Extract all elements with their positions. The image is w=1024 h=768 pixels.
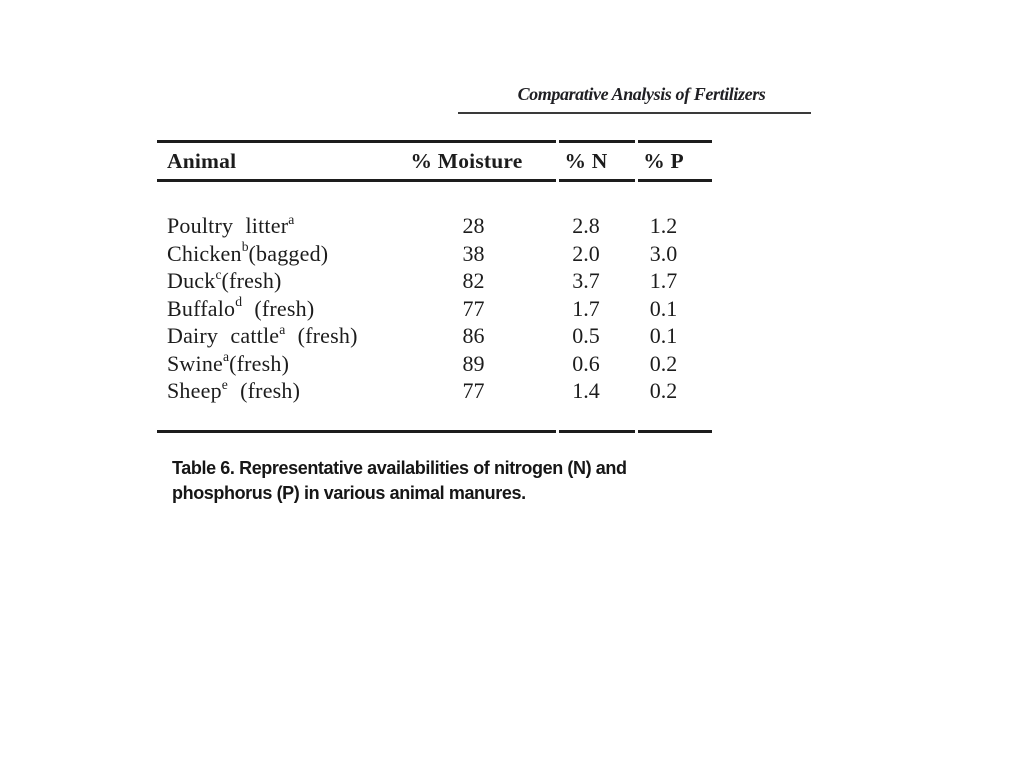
footnote-marker: e: [221, 376, 228, 392]
footnote-marker: d: [235, 294, 243, 310]
animal-name: Buffalo: [167, 295, 236, 321]
table-row: Poultry littera 28 2.8 1.2: [157, 212, 712, 240]
phosphorus-cell: 0.1: [649, 323, 678, 348]
animal-name-suffix: (fresh): [242, 295, 315, 321]
phosphorus-cell: 0.2: [649, 378, 678, 403]
rule-segment: [157, 140, 556, 143]
moisture-cell: 82: [462, 268, 485, 293]
column-header-animal: Animal: [167, 148, 237, 173]
phosphorus-cell: 0.2: [649, 350, 678, 376]
table-row: Sheepe (fresh) 77 1.4 0.2: [157, 377, 712, 405]
nitrogen-cell: 2.8: [572, 213, 600, 238]
column-header-n: % N: [564, 148, 608, 173]
phosphorus-cell: 3.0: [649, 240, 678, 266]
nitrogen-cell: 1.4: [572, 378, 600, 403]
table-row: Duckc(fresh) 82 3.7 1.7: [157, 267, 712, 295]
running-head-rule: [458, 112, 811, 114]
moisture-cell: 38: [462, 240, 485, 266]
phosphorus-cell: 1.7: [649, 268, 678, 293]
footnote-marker: c: [215, 266, 222, 282]
footnote-marker: b: [241, 239, 249, 255]
manure-analysis-table: Animal % Moisture % N % P Poultry litter…: [157, 140, 712, 433]
rule-segment: [157, 179, 556, 182]
nitrogen-cell: 2.0: [572, 240, 600, 266]
table-row: Swinea(fresh) 89 0.6 0.2: [157, 350, 712, 378]
table-caption-line: Table 6. Representative availabilities o…: [172, 458, 627, 478]
running-head: Comparative Analysis of Fertilizers: [517, 84, 766, 104]
table-caption: Table 6. Representative availabilities o…: [172, 456, 732, 506]
table-header-rule: [157, 179, 712, 182]
table-caption-line: phosphorus (P) in various animal manures…: [172, 483, 526, 503]
animal-cell: Swinea(fresh): [157, 350, 400, 378]
column-header-moisture: % Moisture: [410, 148, 523, 173]
animal-cell: Buffalod (fresh): [157, 295, 400, 323]
table-header-row: Animal % Moisture % N % P: [157, 143, 712, 179]
animal-name-suffix: (fresh): [285, 323, 358, 348]
nitrogen-cell: 0.5: [572, 323, 600, 348]
rule-segment: [638, 140, 712, 143]
footnote-marker: a: [279, 321, 286, 337]
table-row: Dairy cattlea (fresh) 86 0.5 0.1: [157, 322, 712, 350]
animal-cell: Dairy cattlea (fresh): [157, 322, 400, 350]
animal-cell: Sheepe (fresh): [157, 377, 400, 405]
animal-name-suffix: (fresh): [221, 268, 282, 293]
phosphorus-cell: 1.2: [649, 213, 678, 238]
animal-cell: Poultry littera: [157, 212, 400, 240]
table-body: Poultry littera 28 2.8 1.2 Chickenb(bagged) 3…: [157, 182, 712, 430]
animal-name: Dairy cattle: [167, 323, 280, 348]
rule-segment: [157, 429, 556, 433]
animal-name: Swine: [167, 350, 223, 376]
phosphorus-cell: 0.1: [649, 295, 678, 321]
animal-name-suffix: (fresh): [229, 350, 290, 376]
moisture-cell: 86: [462, 323, 485, 348]
column-header-p: % P: [643, 148, 684, 173]
animal-name: Sheep: [167, 378, 222, 403]
animal-cell: Duckc(fresh): [157, 267, 400, 295]
rule-segment: [638, 179, 712, 182]
table-top-rule: [157, 140, 712, 143]
animal-name: Poultry litter: [167, 213, 289, 238]
animal-name: Duck: [167, 268, 216, 293]
animal-name: Chicken: [167, 240, 242, 266]
table-row: Chickenb(bagged) 38 2.0 3.0: [157, 240, 712, 268]
animal-name-suffix: (bagged): [248, 240, 329, 266]
moisture-cell: 28: [462, 213, 485, 238]
animal-name-suffix: (fresh): [227, 378, 301, 403]
nitrogen-cell: 0.6: [572, 350, 600, 376]
moisture-cell: 77: [462, 295, 485, 321]
nitrogen-cell: 1.7: [572, 295, 600, 321]
footnote-marker: a: [223, 349, 230, 365]
rule-segment: [559, 429, 635, 433]
rule-segment: [559, 179, 635, 182]
nitrogen-cell: 3.7: [572, 268, 600, 293]
rule-segment: [638, 429, 712, 433]
animal-cell: Chickenb(bagged): [157, 240, 400, 268]
footnote-marker: a: [288, 211, 295, 227]
moisture-cell: 89: [462, 350, 485, 376]
moisture-cell: 77: [462, 378, 485, 403]
table-row: Buffalod (fresh) 77 1.7 0.1: [157, 295, 712, 323]
table-bottom-rule: [157, 429, 712, 433]
rule-segment: [559, 140, 635, 143]
